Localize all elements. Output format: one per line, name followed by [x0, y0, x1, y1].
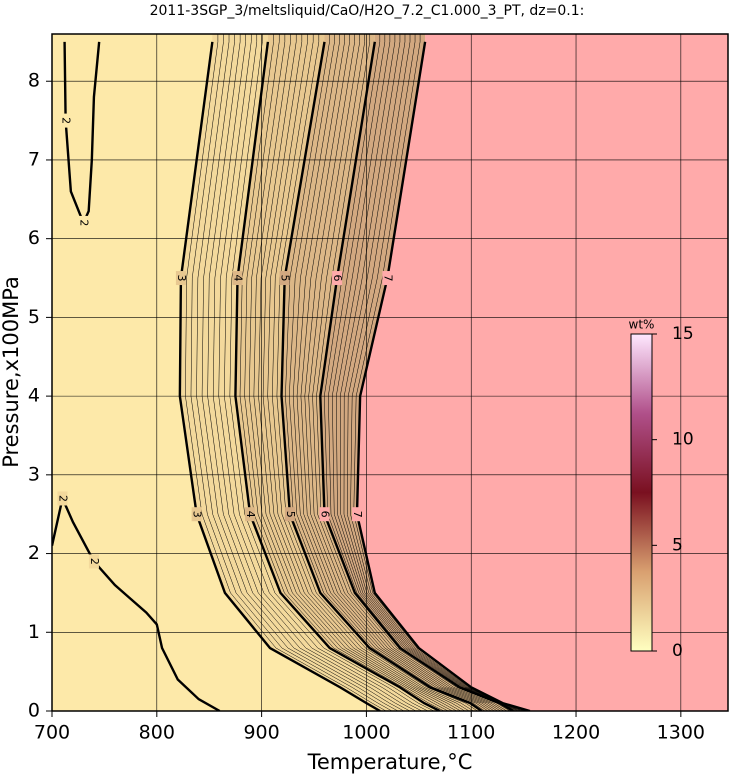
- y-tick-label: 3: [28, 463, 40, 485]
- contour-label: 3: [175, 275, 188, 282]
- chart-title: 2011-3SGP_3/meltsliquid/CaO/H2O_7.2_C1.0…: [150, 3, 585, 19]
- contour-label-bg: [78, 215, 89, 230]
- contour-line: [52, 494, 221, 711]
- contour-band: [179, 34, 440, 711]
- contour-band: [281, 34, 514, 711]
- contour-line: [319, 41, 514, 711]
- x-tick-label: 1200: [552, 722, 600, 744]
- contour-label-bg: [60, 113, 71, 128]
- contour-label: 2: [77, 219, 90, 226]
- contour-label-bg: [245, 507, 256, 522]
- contour-label-bg: [191, 507, 202, 522]
- contour-label: 5: [279, 275, 292, 282]
- contour-label-bg: [57, 491, 68, 506]
- contour-label-bg: [284, 507, 295, 522]
- contour-line: [178, 41, 381, 711]
- x-tick-label: 1100: [447, 722, 495, 744]
- contour-line: [280, 41, 483, 711]
- contour-label-bg: [279, 271, 290, 286]
- colorbar: [630, 333, 653, 652]
- contour-label: 7: [381, 275, 394, 282]
- y-tick-label: 8: [28, 70, 40, 92]
- x-tick-label: 700: [34, 722, 70, 744]
- y-tick-label: 5: [28, 306, 40, 328]
- colorbar-tick-label: 0: [672, 641, 683, 661]
- contour-label-bg: [351, 507, 362, 522]
- contour-band: [356, 34, 728, 711]
- contour-label-bg: [332, 271, 343, 286]
- contour-label: 4: [232, 275, 245, 282]
- contour-label: 3: [191, 511, 204, 518]
- x-tick-label: 1000: [342, 722, 390, 744]
- x-tick-label: 900: [243, 722, 279, 744]
- contour-label: 5: [284, 511, 297, 518]
- y-tick-label: 7: [28, 148, 40, 170]
- colorbar-tick-label: 5: [672, 535, 683, 555]
- contour-label: 7: [351, 511, 364, 518]
- y-tick-label: 1: [28, 621, 40, 643]
- y-tick-label: 0: [28, 700, 40, 722]
- x-axis-label: Temperature,°C: [307, 750, 473, 774]
- y-axis-label: Pressure,x100MPa: [0, 276, 23, 468]
- y-tick-label: 2: [28, 542, 40, 564]
- contour-label-bg: [232, 271, 243, 286]
- contour-label-bg: [319, 507, 330, 522]
- plot-area: 2 2 2 2 3 3 4 4 5 5 6 6 7 7: [52, 34, 728, 711]
- contour-label: 6: [331, 275, 344, 282]
- x-tick-label: 800: [139, 722, 175, 744]
- colorbar-tick-label: 15: [672, 324, 694, 344]
- contour-line: [355, 41, 531, 711]
- contour-label-bg: [382, 271, 393, 286]
- colorbar-label: wt%: [629, 318, 655, 332]
- contour-label: 2: [88, 558, 101, 565]
- contour-band: [320, 34, 530, 711]
- contour-label-bg: [175, 271, 186, 286]
- contour-label: 6: [318, 511, 331, 518]
- contour-label-bg: [88, 554, 99, 569]
- y-tick-label: 6: [28, 227, 40, 249]
- contour-label: 2: [60, 117, 73, 124]
- colorbar-tick-label: 10: [672, 430, 694, 450]
- x-tick-label: 1300: [657, 722, 705, 744]
- plot-frame: [51, 33, 729, 712]
- y-tick-label: 4: [28, 385, 40, 407]
- contour-line: [234, 41, 441, 711]
- contour-label: 2: [56, 495, 69, 502]
- contour-label: 4: [244, 511, 257, 518]
